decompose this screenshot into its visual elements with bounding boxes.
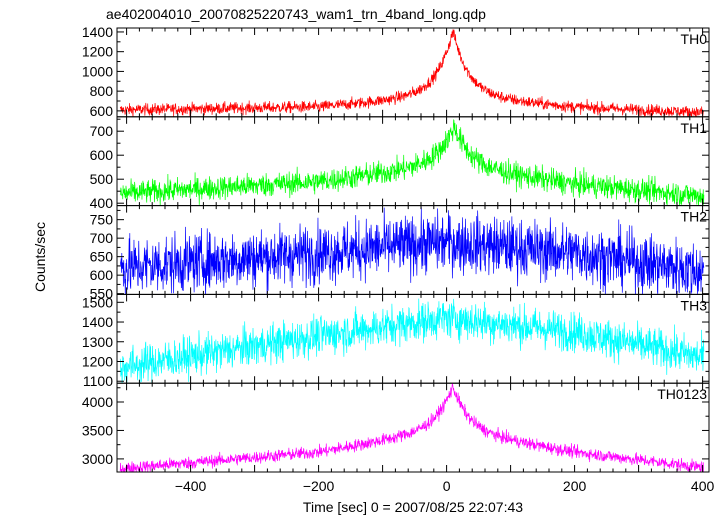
y-tick-label: 800: [90, 83, 114, 99]
series-th2: [119, 207, 705, 295]
panel-label-th2: TH2: [681, 209, 708, 225]
panels-group: 600 800 1000 1200 1400 TH0 400 500 600 700 TH1 550 6…: [82, 24, 710, 473]
y-tick-label: 1400: [82, 24, 113, 40]
y-tick-label: 3500: [82, 422, 113, 438]
y-tick-label: 1200: [82, 44, 113, 60]
y-tick-label: 400: [90, 195, 114, 211]
y-tick-label: 750: [90, 212, 114, 228]
y-axis-label: Counts/sec: [32, 222, 48, 292]
y-tick-label: 1300: [82, 334, 113, 350]
panel-label-th3: TH3: [681, 297, 708, 313]
x-tick-label: 200: [563, 478, 587, 494]
chart-title: ae402004010_20070825220743_wam1_trn_4ban…: [106, 6, 486, 22]
y-tick-label: 3000: [82, 451, 113, 467]
series-th3: [119, 298, 705, 384]
y-tick-label: 700: [90, 123, 114, 139]
panel-label-th0: TH0: [681, 31, 708, 47]
y-tick-label: 550: [90, 286, 114, 302]
y-tick-label: 700: [90, 230, 114, 246]
x-axis-label: Time [sec] 0 = 2007/08/25 22:07:43: [303, 499, 523, 515]
y-tick-label: 4000: [82, 394, 113, 410]
panel-label-th1: TH1: [681, 120, 708, 136]
y-tick-label: 1500: [82, 294, 113, 310]
y-tick-label: 600: [90, 267, 114, 283]
panel-frame: [116, 27, 710, 118]
x-tick-label: −200: [303, 478, 335, 494]
y-tick-label: 600: [90, 147, 114, 163]
panel-label-th0123: TH0123: [657, 386, 707, 402]
y-tick-label: 500: [90, 171, 114, 187]
panel-th1: 400 500 600 700 TH1: [90, 116, 710, 211]
series-th0123: [119, 383, 704, 473]
series-th0: [119, 29, 705, 117]
series-th1: [119, 119, 705, 206]
panel-th0: 600 800 1000 1200 1400 TH0: [82, 24, 710, 119]
x-tick-labels: −400 −200 0 200 400: [175, 478, 715, 494]
x-tick-label: −400: [175, 478, 207, 494]
panel-th3: 1100 1200 1300 1400 1500 TH3: [82, 293, 710, 389]
x-tick-label: 400: [691, 478, 715, 494]
y-tick-label: 1400: [82, 314, 113, 330]
y-tick-label: 1100: [83, 373, 113, 389]
y-tick-label: 1200: [82, 353, 113, 369]
y-tick-label: 650: [90, 249, 114, 265]
panel-th2: 550 600 650 700 750 TH2: [90, 205, 710, 302]
panel-frame: [116, 382, 710, 473]
x-tick-label: 0: [443, 478, 451, 494]
y-tick-label: 1000: [82, 63, 113, 79]
y-tick-label: 600: [90, 103, 114, 119]
panel-th0123: 3000 3500 4000 TH0123: [82, 382, 710, 473]
